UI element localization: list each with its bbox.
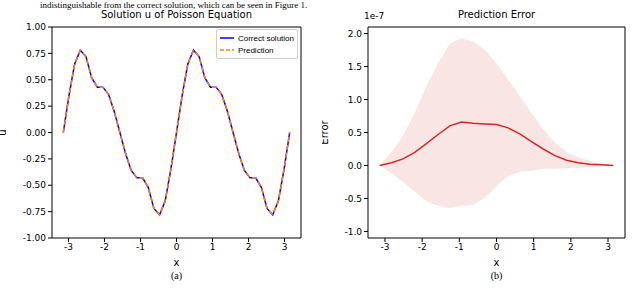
svg-text:x: x bbox=[174, 257, 180, 266]
svg-text:2: 2 bbox=[246, 242, 252, 252]
svg-text:Error: Error bbox=[322, 119, 330, 144]
svg-text:3: 3 bbox=[282, 242, 288, 252]
svg-text:1: 1 bbox=[531, 242, 537, 252]
svg-text:1.0: 1.0 bbox=[348, 95, 363, 105]
svg-text:-3: -3 bbox=[64, 242, 73, 252]
html-text:Prediction: Prediction bbox=[238, 45, 274, 55]
svg-text:-1: -1 bbox=[455, 242, 464, 252]
html-text:(b): (b) bbox=[490, 270, 503, 281]
html-text:(a): (a) bbox=[170, 270, 182, 281]
svg-text:-2: -2 bbox=[418, 242, 427, 252]
svg-text:1: 1 bbox=[210, 242, 216, 252]
html-text:indistinguishable from the cor: indistinguishable from the correct solut… bbox=[40, 0, 308, 10]
svg-text:-1.00: -1.00 bbox=[23, 233, 47, 243]
svg-text:0.5: 0.5 bbox=[348, 128, 362, 138]
svg-text:0.75: 0.75 bbox=[26, 49, 46, 59]
svg-text:0.50: 0.50 bbox=[26, 75, 46, 85]
svg-text:-0.25: -0.25 bbox=[23, 154, 46, 164]
svg-text:1.5: 1.5 bbox=[348, 62, 362, 72]
html-text:Correct solution: Correct solution bbox=[238, 33, 294, 43]
svg-text:2.0: 2.0 bbox=[348, 29, 363, 39]
svg-text:-0.75: -0.75 bbox=[23, 207, 46, 217]
svg-text:0: 0 bbox=[494, 242, 500, 252]
svg-text:2: 2 bbox=[568, 242, 574, 252]
svg-text:0: 0 bbox=[174, 242, 180, 252]
svg-text:-0.50: -0.50 bbox=[23, 180, 47, 190]
svg-text:-3: -3 bbox=[380, 242, 389, 252]
svg-text:-1: -1 bbox=[136, 242, 145, 252]
svg-text:1.00: 1.00 bbox=[26, 22, 46, 32]
svg-text:-1.0: -1.0 bbox=[344, 227, 362, 237]
svg-text:-0.5: -0.5 bbox=[344, 194, 362, 204]
html-text:Solution u of Poisson Equation: Solution u of Poisson Equation bbox=[100, 9, 253, 20]
svg-text:x: x bbox=[494, 257, 500, 266]
svg-text:3: 3 bbox=[605, 242, 611, 252]
svg-text:0.0: 0.0 bbox=[348, 161, 363, 171]
html-text:1e-7: 1e-7 bbox=[364, 11, 385, 21]
svg-text:0.25: 0.25 bbox=[26, 101, 46, 111]
svg-text:0.00: 0.00 bbox=[26, 128, 46, 138]
svg-text:-2: -2 bbox=[100, 242, 109, 252]
html-text:Prediction Error: Prediction Error bbox=[457, 9, 536, 20]
